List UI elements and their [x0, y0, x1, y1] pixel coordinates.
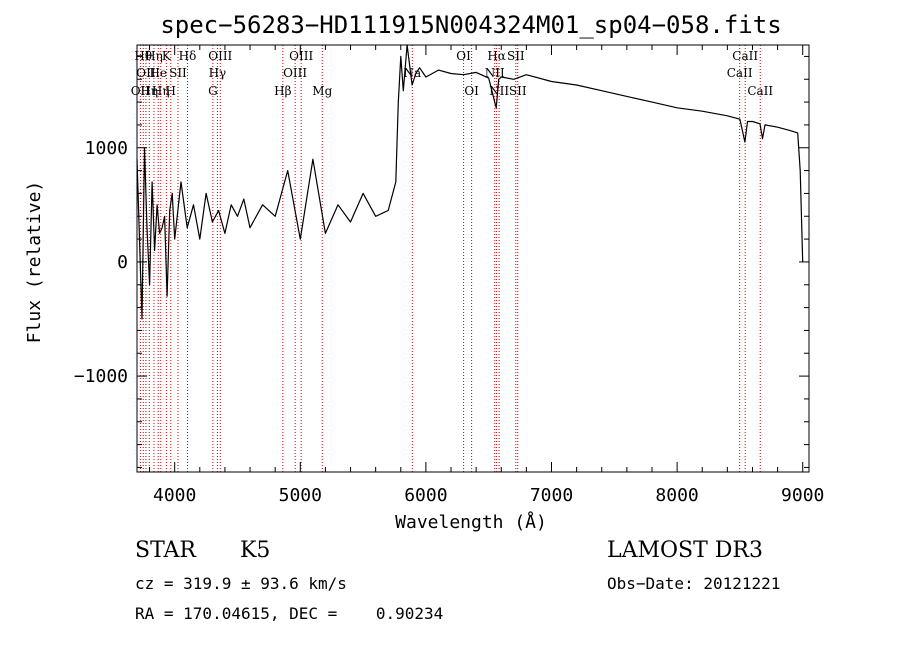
reference-line-label: Hβ: [274, 84, 291, 98]
y-tick-label: −1000: [74, 366, 128, 387]
object-class: STAR: [135, 538, 196, 563]
reference-line-label: Na: [404, 66, 422, 80]
observation-date: Obs−Date: 20121221: [607, 574, 780, 593]
reference-line-label: Hη: [145, 49, 163, 63]
reference-line-label: Hα: [487, 49, 506, 63]
y-axis-ticks: −1000 0 1000: [74, 56, 809, 467]
reference-line-label: CaII: [732, 49, 758, 63]
x-tick-label: 9000: [781, 485, 824, 506]
redshift-value: cz = 319.9 ± 93.6 km/s: [135, 574, 347, 593]
x-tick-label: 5000: [279, 485, 322, 506]
x-tick-label: 8000: [655, 485, 698, 506]
y-axis-label: Flux (relative): [24, 181, 45, 344]
x-tick-label: 6000: [404, 485, 447, 506]
reference-line-label: OIII: [283, 66, 307, 80]
reference-line-label: OI: [456, 49, 471, 63]
reference-line-label: OIII: [289, 49, 313, 63]
reference-line-label: CaII: [727, 66, 753, 80]
plot-frame: [137, 45, 809, 472]
reference-line-label: CaII: [747, 84, 773, 98]
reference-line-label: SII: [169, 66, 187, 80]
chart-title: spec−56283−HD111915N004324M01_sp04−058.f…: [160, 11, 781, 39]
reference-line-label: K: [162, 49, 172, 63]
reference-line-label: Mg: [312, 84, 332, 98]
reference-line-label: OI: [464, 84, 479, 98]
x-tick-label: 7000: [530, 485, 573, 506]
object-subclass: K5: [240, 538, 270, 563]
x-axis-ticks: 4000 5000 6000 7000 8000 9000: [150, 45, 825, 506]
reference-line-label: He: [149, 66, 167, 80]
reference-line-label: H: [166, 84, 176, 98]
reference-line-label: Hγ: [209, 66, 227, 80]
x-tick-label: 4000: [153, 485, 196, 506]
survey-name: LAMOST DR3: [607, 538, 763, 563]
reference-lines: [140, 45, 760, 472]
reference-line-label: OIII: [208, 49, 232, 63]
x-axis-label: Wavelength (Å): [395, 511, 547, 533]
y-tick-label: 1000: [85, 138, 128, 159]
y-tick-label: 0: [117, 252, 128, 273]
coordinates: RA = 170.04615, DEC = 0.90234: [135, 604, 443, 623]
reference-line-label: Hδ: [179, 49, 197, 63]
reference-line-label: G: [208, 84, 218, 98]
reference-line-label: SII: [509, 84, 527, 98]
reference-line-label: SII: [507, 49, 525, 63]
